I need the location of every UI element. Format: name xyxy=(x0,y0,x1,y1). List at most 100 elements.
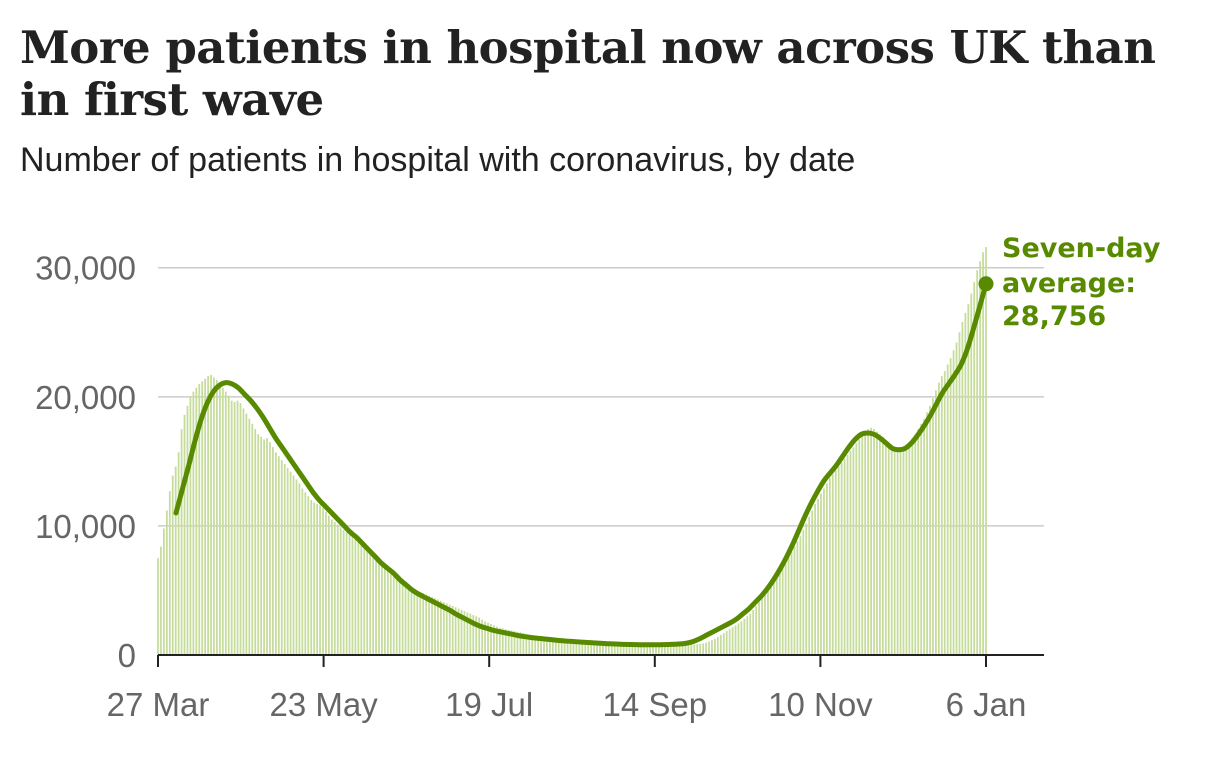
daily-bar xyxy=(823,488,825,655)
daily-bar xyxy=(481,619,484,655)
daily-bar xyxy=(160,546,162,655)
daily-bar xyxy=(389,569,392,655)
daily-bar xyxy=(787,556,790,655)
daily-bar xyxy=(905,444,908,655)
daily-bar xyxy=(204,378,207,655)
daily-bar xyxy=(949,358,952,655)
daily-bar xyxy=(985,247,987,655)
daily-bar xyxy=(622,643,625,655)
daily-bar xyxy=(802,529,805,655)
y-tick-label: 10,000 xyxy=(35,508,136,545)
daily-bar xyxy=(549,637,551,655)
daily-bar xyxy=(469,613,472,655)
daily-bar xyxy=(911,438,914,655)
daily-bar xyxy=(437,599,439,655)
daily-bar xyxy=(401,578,404,655)
daily-bar xyxy=(719,634,722,655)
daily-bar xyxy=(404,581,407,655)
daily-bar xyxy=(840,462,843,655)
daily-bar xyxy=(248,418,251,655)
daily-bar xyxy=(434,598,436,655)
daily-bar xyxy=(466,612,469,655)
daily-bar xyxy=(640,644,643,655)
daily-bar xyxy=(772,582,775,655)
daily-bar xyxy=(239,403,242,655)
daily-bar xyxy=(702,643,705,655)
daily-bar xyxy=(890,445,893,655)
daily-bar xyxy=(357,538,360,655)
daily-bar xyxy=(955,342,958,655)
daily-bar xyxy=(242,408,245,655)
daily-bar xyxy=(731,627,734,655)
daily-bar xyxy=(342,529,345,655)
daily-bar xyxy=(504,629,507,655)
daily-bar xyxy=(419,591,422,655)
daily-bar xyxy=(666,645,669,655)
daily-bar xyxy=(578,641,581,655)
x-tick-label: 27 Mar xyxy=(107,686,210,723)
daily-bar xyxy=(422,593,425,655)
daily-bar xyxy=(513,631,516,655)
daily-bar xyxy=(876,431,878,655)
daily-bar xyxy=(195,387,198,655)
daily-bar xyxy=(660,644,663,655)
daily-bar xyxy=(826,483,828,655)
daily-bar xyxy=(566,639,569,655)
average-end-dot xyxy=(978,276,994,292)
daily-bar xyxy=(431,596,433,655)
daily-bar xyxy=(531,634,534,655)
daily-bar xyxy=(976,270,979,655)
daily-bar xyxy=(628,644,631,655)
daily-bar xyxy=(325,511,327,655)
daily-bar xyxy=(183,414,186,655)
daily-bar xyxy=(360,541,363,655)
daily-bar xyxy=(967,303,970,655)
daily-bar xyxy=(943,371,946,655)
daily-bar xyxy=(439,600,442,655)
daily-bar xyxy=(805,523,808,655)
average-annotation-line: average: xyxy=(1002,268,1136,299)
daily-bar xyxy=(221,387,224,655)
daily-bar xyxy=(973,281,976,655)
daily-bar xyxy=(227,395,230,655)
daily-bar xyxy=(180,429,183,655)
daily-bar xyxy=(669,645,672,655)
daily-bar xyxy=(678,644,681,655)
daily-bar xyxy=(277,456,280,655)
daily-bar xyxy=(507,629,510,655)
daily-bar xyxy=(372,558,374,655)
daily-bar xyxy=(908,442,911,655)
daily-bar xyxy=(808,516,811,655)
daily-bar xyxy=(646,644,649,655)
daily-bar xyxy=(896,448,899,655)
daily-bar xyxy=(286,467,289,655)
daily-bar xyxy=(752,609,755,655)
daily-bar xyxy=(289,471,292,655)
daily-bar xyxy=(475,616,478,655)
daily-bar xyxy=(472,614,475,655)
daily-bar xyxy=(445,603,448,655)
daily-bar xyxy=(333,522,336,655)
daily-bar xyxy=(711,640,713,655)
daily-bar xyxy=(378,562,380,655)
daily-bar xyxy=(174,466,177,655)
x-tick-label: 14 Sep xyxy=(603,686,708,723)
daily-bar xyxy=(454,607,457,655)
daily-bar xyxy=(463,611,466,655)
daily-bar xyxy=(584,641,587,655)
daily-bar xyxy=(192,391,195,655)
daily-bar xyxy=(213,377,215,655)
daily-bar xyxy=(716,636,719,655)
daily-bar xyxy=(425,594,428,655)
daily-bar xyxy=(979,261,981,655)
daily-bar xyxy=(528,634,531,655)
x-tick-label: 19 Jul xyxy=(445,686,533,723)
daily-bar xyxy=(301,488,304,655)
daily-bar xyxy=(224,391,227,655)
daily-bar xyxy=(764,594,766,655)
daily-bar xyxy=(207,376,209,655)
daily-bar xyxy=(274,452,277,655)
daily-bar xyxy=(708,641,710,655)
daily-bar xyxy=(684,644,687,655)
daily-bar xyxy=(884,440,887,655)
